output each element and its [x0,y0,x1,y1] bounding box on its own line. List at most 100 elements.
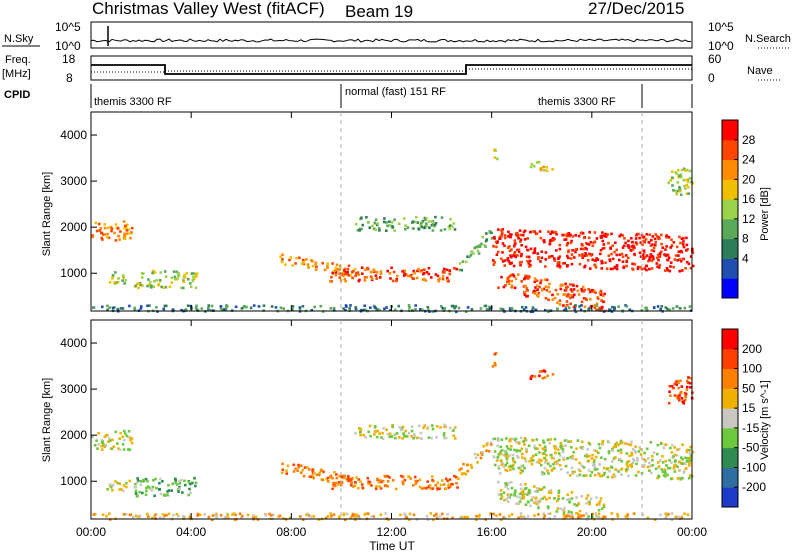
heatmap-cell [658,263,662,267]
heatmap-cell [593,231,597,234]
heatmap-cell [561,233,564,237]
heatmap-cell [569,241,573,245]
heatmap-cell [529,504,532,508]
heatmap-cell [343,277,347,281]
heatmap-cell [520,252,523,256]
heatmap-cell [634,241,638,244]
heatmap-cell [257,305,261,308]
heatmap-cell [281,462,284,466]
heatmap-cell [592,289,596,292]
heatmap-cell [582,236,586,240]
heatmap-cell [568,296,572,300]
heatmap-cell [560,446,563,450]
heatmap-cell [535,279,539,282]
heatmap-cell [587,236,591,240]
xaxis-label: Time UT [369,539,415,553]
heatmap-cell [125,481,128,485]
heatmap-cell [404,224,407,227]
heatmap-cell [338,515,341,518]
heatmap-cell [496,240,499,243]
heatmap-cell [162,493,166,497]
heatmap-cell [415,276,419,280]
xtick-label: 12:00 [376,525,406,539]
heatmap-cell [344,304,348,307]
heatmap-cell [307,468,311,471]
heatmap-cell [547,512,550,516]
heatmap-cell [112,445,116,448]
heatmap-cell [292,463,296,467]
heatmap-cell [553,257,556,260]
heatmap-cell [543,495,546,499]
heatmap-cell [615,264,619,267]
heatmap-cell [326,265,329,268]
heatmap-cell [503,234,507,237]
heatmap-cell [451,516,454,520]
heatmap-cell [506,280,509,284]
heatmap-cell [329,475,332,478]
heatmap-cell [529,247,533,251]
heatmap-cell [545,278,549,282]
heatmap-cell [375,435,379,439]
heatmap-cell [670,238,673,242]
heatmap-cell [614,266,617,270]
heatmap-cell [538,451,541,454]
heatmap-cell [584,454,587,458]
heatmap-cell [170,489,173,492]
heatmap-cell [163,270,167,273]
heatmap-cell [134,489,138,493]
heatmap-cell [279,255,282,258]
heatmap-cell [581,255,584,258]
heatmap-cell [151,485,155,489]
heatmap-cell [315,473,319,477]
heatmap-cell [510,285,514,289]
heatmap-cell [435,512,438,516]
heatmap-cell [571,472,574,475]
nsky-label: N.Sky [4,33,34,45]
heatmap-cell [569,257,573,260]
heatmap-cell [667,401,671,405]
heatmap-cell [642,253,645,257]
heatmap-cell [650,471,653,475]
heatmap-cell [596,297,600,300]
heatmap-cell [566,471,569,474]
heatmap-cell [544,297,548,300]
heatmap-cell [357,478,361,481]
heatmap-cell [667,181,670,185]
heatmap-cell [388,220,391,223]
heatmap-cell [536,252,539,255]
heatmap-cell [523,457,527,460]
heatmap-cell [682,245,686,249]
heatmap-cell [157,283,160,286]
heatmap-cell [506,258,509,262]
heatmap-cell [540,487,544,491]
heatmap-cell [350,481,353,484]
heatmap-cell [688,305,692,308]
heatmap-cell [600,299,603,302]
heatmap-cell [567,497,571,501]
heatmap-cell [358,427,361,430]
heatmap-cell [91,235,94,239]
heatmap-cell [499,493,503,496]
heatmap-cell [313,305,316,309]
heatmap-cell [373,221,377,225]
heatmap-cell [305,258,308,261]
heatmap-cell [492,512,495,516]
heatmap-cell [444,487,448,490]
heatmap-cell [627,256,630,260]
heatmap-cell [682,178,686,182]
heatmap-cell [412,513,416,517]
colorbar-swatch [722,258,738,279]
heatmap-cell [135,514,138,518]
heatmap-cell [167,484,170,487]
heatmap-cell [347,264,351,268]
heatmap-cell [503,264,506,267]
heatmap-cell [140,305,143,308]
heatmap-cell [114,480,117,483]
heatmap-cell [369,306,372,309]
heatmap-cell [511,308,514,312]
heatmap-cell [639,255,643,258]
heatmap-cell [674,515,678,519]
heatmap-cell [504,485,507,489]
heatmap-cell [575,284,579,288]
heatmap-cell [505,461,509,465]
